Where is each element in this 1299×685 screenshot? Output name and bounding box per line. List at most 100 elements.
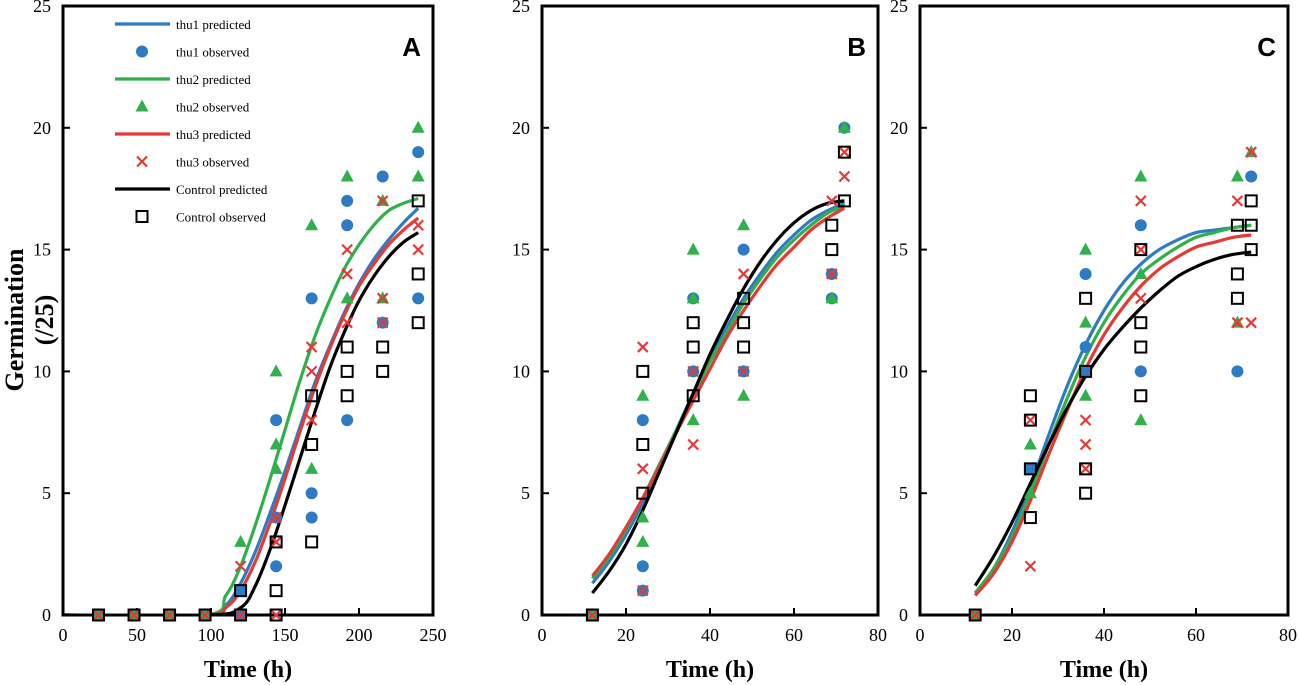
observed-point-thu1 xyxy=(270,560,283,573)
predicted-line-thu2 xyxy=(973,223,1252,595)
observed-point-thu1 xyxy=(1134,365,1147,378)
observed-point-control xyxy=(1230,218,1244,232)
observed-point-thu3 xyxy=(1079,463,1092,475)
x-tick-label: 0 xyxy=(59,625,68,645)
observed-point-control xyxy=(1134,243,1148,257)
predicted-line-control xyxy=(63,231,420,615)
observed-point-control xyxy=(269,584,283,598)
observed-point-thu3 xyxy=(270,609,282,621)
observed-point-control xyxy=(737,340,751,354)
plot-frame xyxy=(540,4,880,617)
observed-point-thu3 xyxy=(1231,195,1244,207)
observed-point-thu2 xyxy=(737,218,751,231)
observed-point-thu3 xyxy=(234,560,247,573)
x-tick-label: 40 xyxy=(701,625,719,645)
observed-point-thu1 xyxy=(341,414,354,427)
legend-marker-thu2 xyxy=(135,99,149,112)
predicted-line-thu1 xyxy=(63,207,420,615)
observed-point-thu3 xyxy=(737,268,750,280)
chart-panel-c: 0 5 10 15 20 25 0 20 40 60 80 Time (h) C xyxy=(890,0,1297,683)
x-tick-label: 150 xyxy=(272,625,299,645)
observed-point-thu2 xyxy=(340,169,354,182)
y-tick-label: 5 xyxy=(899,483,908,503)
y-tick-label: 5 xyxy=(42,483,51,503)
y-tick-label: 25 xyxy=(512,0,530,16)
y-tick-label: 15 xyxy=(890,240,908,260)
observed-point-thu3 xyxy=(128,609,140,621)
legend: thu1 predicted thu1 observed thu2 predicte… xyxy=(115,17,268,225)
observed-point-control xyxy=(686,316,700,330)
predicted-line-thu3 xyxy=(591,206,846,577)
observed-point-thu1 xyxy=(1134,219,1147,232)
observed-point-thu2 xyxy=(411,120,425,133)
observed-point-thu2 xyxy=(305,461,319,474)
observed-point-thu2 xyxy=(636,534,650,547)
x-tick-label: 0 xyxy=(916,625,925,645)
observed-point-thu2 xyxy=(1023,437,1037,450)
observed-point-control xyxy=(636,486,650,500)
observed-point-thu2 xyxy=(636,388,650,401)
observed-point-thu1 xyxy=(341,194,354,207)
observed-point-thu3 xyxy=(376,292,389,305)
observed-point-control xyxy=(1023,462,1037,476)
observed-point-control xyxy=(1134,316,1148,330)
observed-point-control xyxy=(1244,218,1258,232)
observed-point-thu3 xyxy=(163,609,176,621)
x-tick-label: 50 xyxy=(128,625,146,645)
observed-point-control xyxy=(1244,243,1258,257)
observed-point-control xyxy=(1023,389,1037,403)
observed-point-thu3 xyxy=(687,365,699,378)
observed-point-thu3 xyxy=(637,341,649,353)
observed-point-thu2 xyxy=(686,291,700,304)
observed-point-control xyxy=(163,608,177,622)
observed-point-control xyxy=(305,535,319,549)
observed-point-thu3 xyxy=(412,219,424,232)
legend-marker-control xyxy=(135,210,149,223)
observed-point-thu3 xyxy=(1079,438,1092,451)
x-tick-label: 60 xyxy=(785,625,803,645)
observed-point-thu2 xyxy=(305,218,319,231)
y-tick-label: 5 xyxy=(521,483,530,503)
panel-label-b: B xyxy=(847,32,866,62)
observed-point-thu2 xyxy=(1230,169,1244,182)
observed-point-thu3 xyxy=(838,170,851,183)
observed-point-thu3 xyxy=(92,609,105,621)
observed-point-control xyxy=(825,243,839,257)
observed-point-control xyxy=(1134,340,1148,354)
observed-point-thu1 xyxy=(234,584,247,597)
observed-point-thu3 xyxy=(826,268,838,280)
observed-point-thu3 xyxy=(1135,243,1147,256)
observed-point-thu3 xyxy=(199,609,211,621)
observed-point-thu3 xyxy=(305,341,318,353)
observed-point-thu3 xyxy=(1135,195,1147,207)
observed-point-control xyxy=(686,340,700,354)
observed-point-thu2 xyxy=(1134,413,1148,426)
observed-point-control xyxy=(1079,462,1093,476)
observed-point-control xyxy=(1230,291,1244,305)
observed-point-control xyxy=(636,437,650,451)
predicted-line-thu1 xyxy=(591,201,846,585)
legend-label: thu2 observed xyxy=(176,100,250,115)
x-tick-label: 200 xyxy=(346,625,373,645)
y-tick-label: 0 xyxy=(521,605,530,625)
y-tick-label: 20 xyxy=(890,118,908,138)
observed-point-control xyxy=(1244,194,1258,208)
observed-point-thu3 xyxy=(1135,292,1147,305)
observed-point-thu3 xyxy=(586,609,599,621)
observed-point-thu2 xyxy=(1023,486,1037,499)
observed-point-control xyxy=(340,340,354,354)
observed-point-thu3 xyxy=(305,365,318,378)
x-tick-label: 40 xyxy=(1095,625,1113,645)
observed-point-thu2 xyxy=(411,169,425,182)
x-tick-label: 100 xyxy=(198,625,225,645)
observed-point-thu2 xyxy=(1134,266,1148,279)
observed-point-thu3 xyxy=(412,243,424,256)
y-tick-label: 10 xyxy=(512,361,530,381)
observed-point-control xyxy=(737,316,751,330)
observed-point-thu3 xyxy=(1231,316,1244,329)
observed-point-control xyxy=(837,145,851,159)
observed-point-control xyxy=(686,389,700,403)
observed-point-thu1 xyxy=(341,219,354,232)
y-tick-label: 0 xyxy=(42,605,51,625)
